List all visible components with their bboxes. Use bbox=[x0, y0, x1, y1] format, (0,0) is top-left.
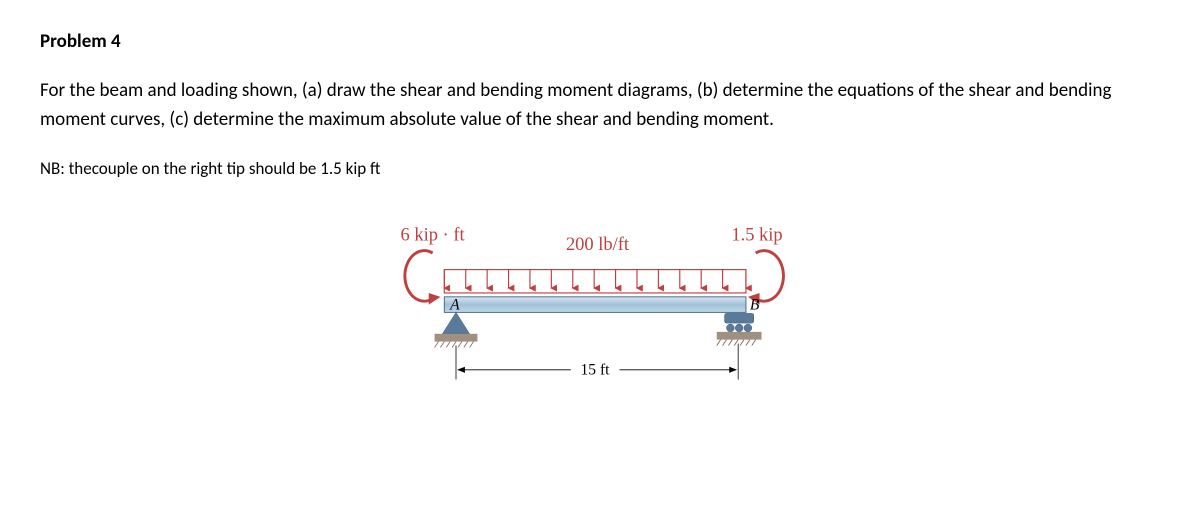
beam-diagram: 6 kip · ft 200 lb/ft 1.5 kip bbox=[390, 219, 810, 399]
distributed-load-label: 200 lb/ft bbox=[566, 234, 630, 254]
beam bbox=[444, 297, 746, 313]
span-label: 15 ft bbox=[581, 362, 611, 379]
problem-statement: For the beam and loading shown, (a) draw… bbox=[40, 77, 1160, 134]
point-a-label: A bbox=[449, 296, 460, 313]
left-moment-arrow bbox=[405, 251, 433, 302]
point-b-label: B bbox=[750, 296, 760, 313]
problem-note: NB: thecouple on the right tip should be… bbox=[40, 158, 1160, 179]
left-moment-label: 6 kip · ft bbox=[401, 224, 466, 244]
ground-b bbox=[717, 332, 762, 340]
figure-container: 6 kip · ft 200 lb/ft 1.5 kip bbox=[40, 219, 1160, 399]
distributed-load-arrows bbox=[444, 270, 746, 288]
roller-support-b bbox=[725, 313, 754, 331]
pin-support-a bbox=[442, 312, 469, 333]
right-moment-label: 1.5 kip bbox=[731, 224, 782, 244]
problem-heading: Problem 4 bbox=[40, 30, 1160, 53]
ground-a bbox=[435, 334, 478, 342]
right-moment-arrow bbox=[756, 251, 784, 302]
